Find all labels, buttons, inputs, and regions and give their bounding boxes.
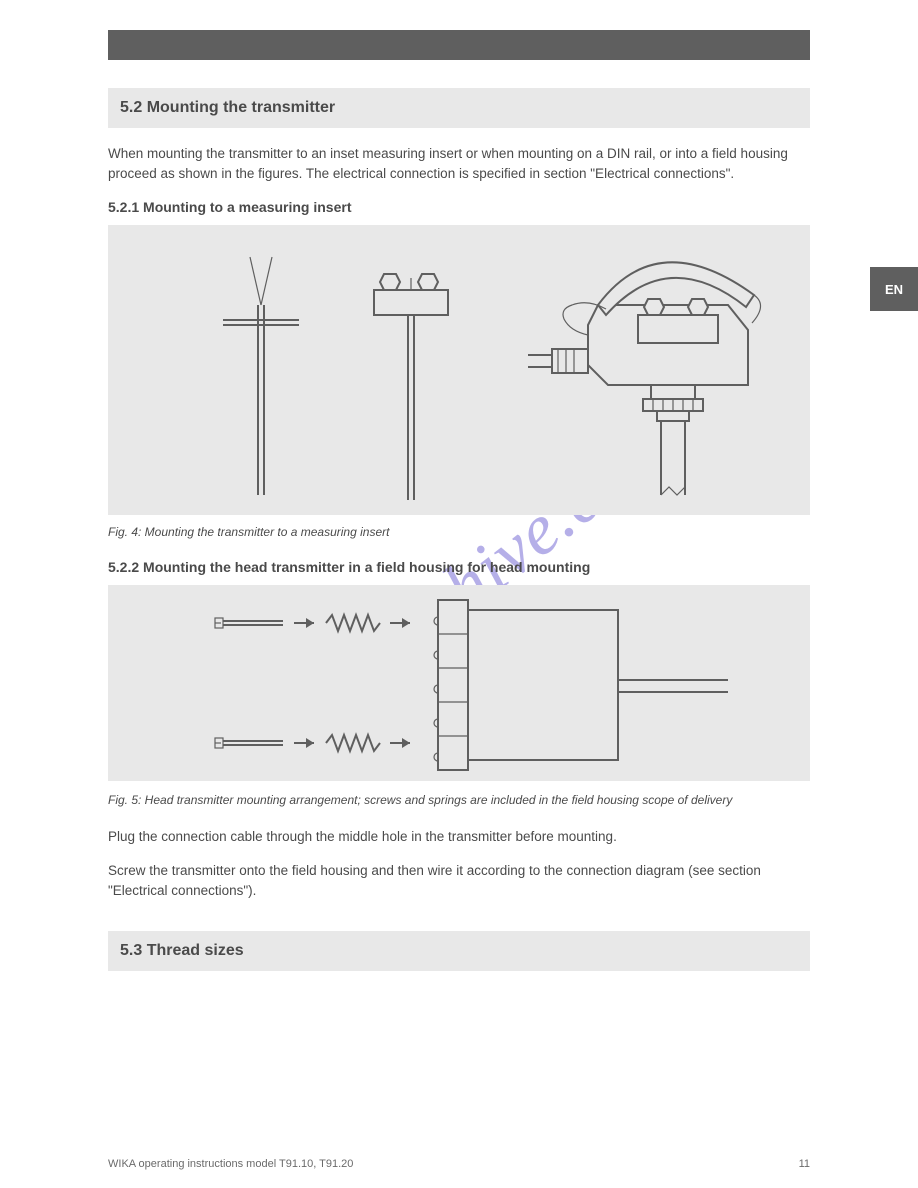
intro-paragraph: When mounting the transmitter to an inse… bbox=[108, 144, 810, 185]
closing-paragraph-2: Screw the transmitter onto the field hou… bbox=[108, 861, 810, 902]
figure-2-diagram bbox=[108, 585, 810, 781]
page-footer: WIKA operating instructions model T91.10… bbox=[108, 1158, 810, 1170]
figure-2 bbox=[108, 585, 810, 781]
section-heading-2: 5.3 Thread sizes bbox=[120, 942, 244, 960]
figure-1-caption: Fig. 4: Mounting the transmitter to a me… bbox=[108, 525, 858, 539]
closing-paragraph-1: Plug the connection cable through the mi… bbox=[108, 827, 810, 847]
header-dark-bar bbox=[108, 30, 810, 60]
figure-2-caption: Fig. 5: Head transmitter mounting arrang… bbox=[108, 793, 858, 807]
subheading-1: 5.2.1 Mounting to a measuring insert bbox=[108, 199, 858, 215]
footer-right: WIKA operating instructions model T91.10… bbox=[108, 1158, 353, 1170]
section-heading: 5.2 Mounting the transmitter bbox=[120, 99, 335, 117]
figure-1-diagram bbox=[108, 225, 810, 515]
section-heading-bar: 5.2 Mounting the transmitter bbox=[108, 88, 810, 128]
subheading-2: 5.2.2 Mounting the head transmitter in a… bbox=[108, 559, 858, 575]
footer-page-number: 11 bbox=[799, 1158, 810, 1170]
figure-1 bbox=[108, 225, 810, 515]
section-heading-bar-2: 5.3 Thread sizes bbox=[108, 931, 810, 971]
